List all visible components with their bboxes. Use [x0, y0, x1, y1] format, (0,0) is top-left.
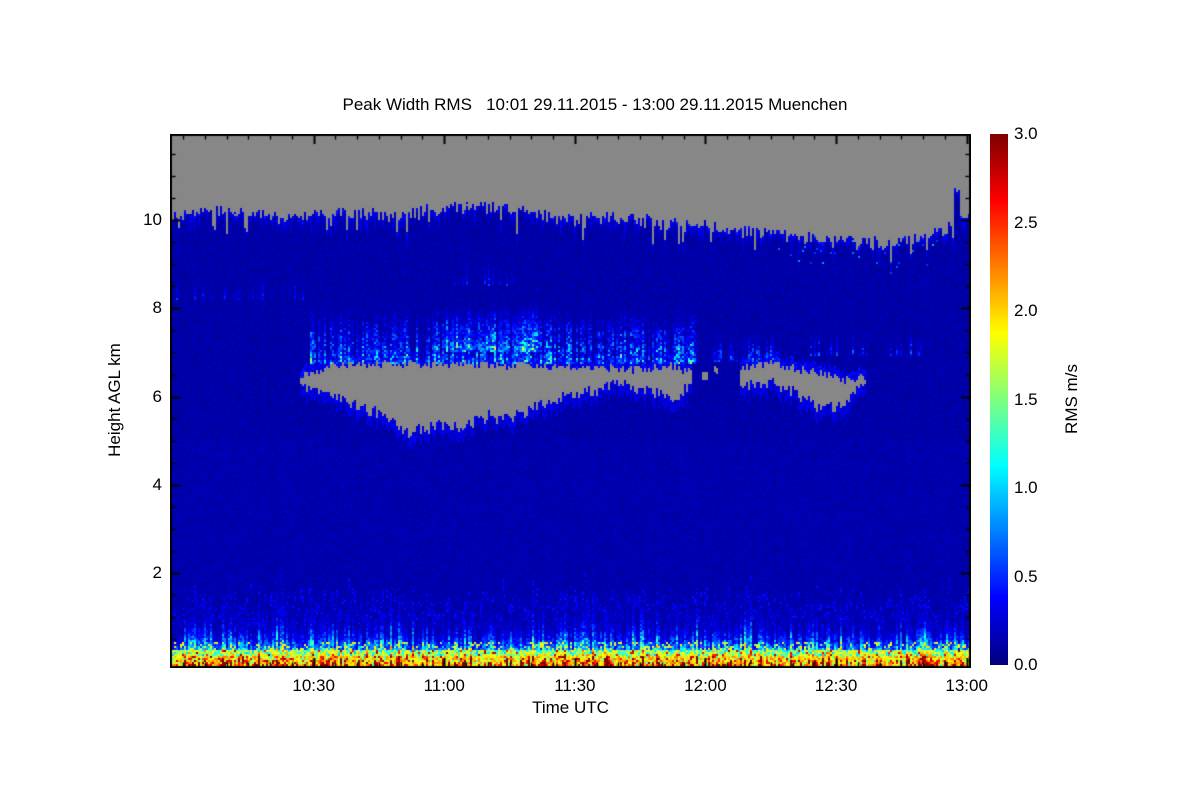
x-tick-label: 10:30	[292, 676, 335, 695]
y-tick-label: 4	[152, 474, 162, 494]
colorbar-tick-label: 2.0	[1014, 301, 1038, 320]
y-tick-label: 10	[143, 210, 162, 230]
colorbar-tick-label: 2.5	[1014, 212, 1038, 232]
y-tick-label: 2	[152, 563, 162, 583]
y-tick-label: 8	[152, 298, 162, 318]
y-tick-label: 6	[152, 386, 162, 406]
x-tick-label: 12:00	[684, 676, 727, 695]
x-tick-label: 13:00	[945, 676, 988, 695]
colorbar-tick-label: 3.0	[1014, 124, 1038, 143]
colorbar-gradient	[990, 134, 1008, 665]
colorbar-title: RMS m/s	[1062, 364, 1081, 434]
colorbar-tick-label: 0.0	[1014, 655, 1038, 674]
chart-title: Peak Width RMS 10:01 29.11.2015 - 13:00 …	[342, 95, 848, 114]
colorbar-tick-label: 0.5	[1014, 566, 1038, 586]
x-axis-title: Time UTC	[532, 698, 609, 717]
x-tick-label: 11:30	[554, 676, 596, 695]
x-tick-label: 12:30	[814, 676, 858, 695]
colorbar-tick-label: 1.5	[1014, 389, 1038, 409]
heatmap-plot-area	[170, 134, 971, 668]
x-tick-label: 11:00	[423, 676, 465, 695]
colorbar-tick-label: 1.0	[1014, 478, 1038, 497]
